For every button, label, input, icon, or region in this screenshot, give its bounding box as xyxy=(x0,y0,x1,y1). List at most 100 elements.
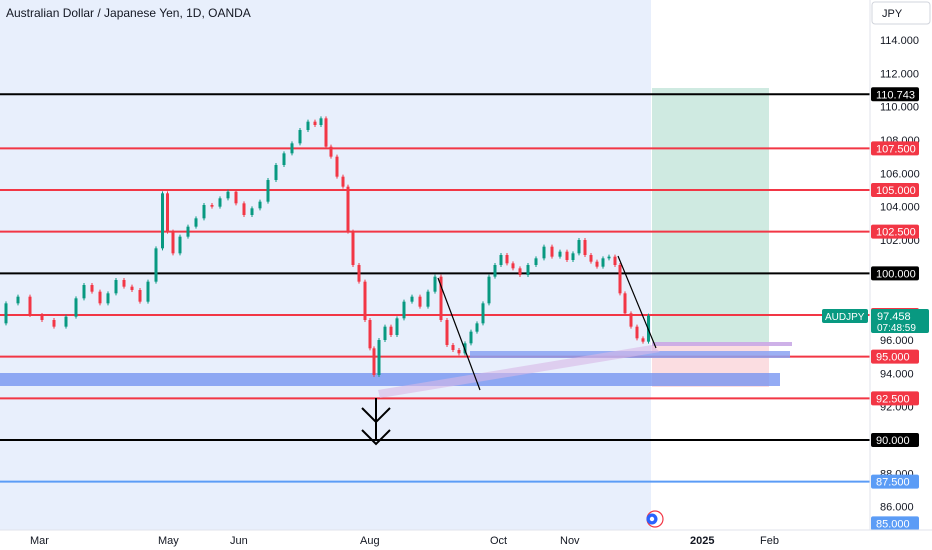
candle-35 xyxy=(290,143,294,154)
currency-button[interactable] xyxy=(871,1,931,25)
level-badge-9 xyxy=(871,474,919,489)
candle-69 xyxy=(499,255,503,265)
y-tick-7: 96.000 xyxy=(880,335,914,347)
candle-3 xyxy=(28,296,32,315)
candle-11 xyxy=(106,293,110,304)
candle-62 xyxy=(457,350,461,354)
candle-24 xyxy=(202,205,206,219)
candle-88 xyxy=(623,293,627,314)
candle-41 xyxy=(329,146,333,157)
countdown-label: 07:48:59 xyxy=(877,323,916,334)
candle-87 xyxy=(618,265,622,294)
x-tick-6: 2025 xyxy=(690,535,714,547)
candle-37 xyxy=(306,121,310,130)
candle-85 xyxy=(607,256,611,259)
candle-5 xyxy=(52,320,56,327)
candle-56 xyxy=(418,296,422,307)
candle-44 xyxy=(346,186,350,232)
y-tick-8: 94.000 xyxy=(880,368,914,380)
level-badge-label-4: 100.000 xyxy=(876,268,916,280)
candle-30 xyxy=(250,208,254,215)
candle-64 xyxy=(469,331,473,344)
y-tick-5: 104.000 xyxy=(880,202,920,214)
candle-72 xyxy=(518,268,522,275)
entry-zone xyxy=(652,342,792,346)
candle-7 xyxy=(74,298,78,317)
candle-32 xyxy=(266,180,270,202)
level-badge-3 xyxy=(871,224,919,239)
candle-22 xyxy=(186,226,190,237)
candle-20 xyxy=(171,231,175,254)
target-arrow-head-1 xyxy=(361,407,391,424)
trendline-2 xyxy=(617,255,657,349)
trend-channel xyxy=(378,345,660,398)
level-badge-1 xyxy=(871,141,919,156)
highlight-band xyxy=(0,0,651,530)
y-tick-0: 114.000 xyxy=(880,35,919,47)
candle-4 xyxy=(40,315,44,320)
candle-70 xyxy=(505,255,509,264)
y-tick-1: 112.000 xyxy=(880,68,919,80)
symbol-badge xyxy=(822,309,868,323)
candle-45 xyxy=(351,231,355,265)
candle-38 xyxy=(313,121,317,125)
candle-36 xyxy=(298,130,302,144)
candle-8 xyxy=(82,285,86,299)
x-tick-2: Jun xyxy=(230,535,248,547)
y-tick-2: 110.000 xyxy=(880,102,919,114)
candle-23 xyxy=(194,218,198,227)
candle-16 xyxy=(146,281,150,302)
candle-10 xyxy=(98,291,102,304)
x-ticks: Mar May Jun Aug Oct Nov 2025 Feb xyxy=(30,535,779,547)
target-arrow-head-2 xyxy=(361,429,391,446)
level-badge-label-2: 105.000 xyxy=(876,185,916,197)
candle-14 xyxy=(130,286,134,290)
candle-40 xyxy=(324,118,328,147)
symbol-label: AUDJPY xyxy=(825,312,865,323)
candle-66 xyxy=(481,303,485,324)
candle-34 xyxy=(282,153,286,165)
candle-78 xyxy=(565,251,569,260)
level-badge-label-0: 110.743 xyxy=(876,89,915,101)
level-badge-label-3: 102.500 xyxy=(876,227,916,239)
candle-50 xyxy=(377,340,381,375)
candle-73 xyxy=(526,265,530,275)
currency-label: JPY xyxy=(882,8,903,20)
candle-83 xyxy=(595,261,599,267)
trendline-1 xyxy=(437,277,481,391)
candle-25 xyxy=(210,205,214,207)
candle-54 xyxy=(402,301,406,319)
demand-zone-large xyxy=(0,373,780,386)
candle-46 xyxy=(357,265,361,282)
candle-75 xyxy=(542,246,546,259)
candle-33 xyxy=(274,165,278,180)
last-price-badge xyxy=(871,309,929,333)
candle-42 xyxy=(335,156,339,177)
candle-39 xyxy=(319,118,323,125)
candle-52 xyxy=(389,326,393,335)
candle-31 xyxy=(258,201,262,209)
x-tick-3: Aug xyxy=(360,535,380,547)
candle-68 xyxy=(493,265,497,277)
event-icon[interactable] xyxy=(646,510,664,528)
candle-27 xyxy=(226,191,230,199)
candle-6 xyxy=(64,316,68,327)
candle-9 xyxy=(90,285,94,292)
candle-43 xyxy=(341,176,345,187)
candle-76 xyxy=(550,246,554,257)
level-badge-7 xyxy=(871,391,919,406)
y-tick-11: 86.000 xyxy=(880,502,914,514)
level-badge-label-10: 85.000 xyxy=(876,518,910,530)
chart-title: Australian Dollar / Japanese Yen, 1D, OA… xyxy=(6,6,251,20)
candle-86 xyxy=(613,256,617,265)
price-series xyxy=(4,116,650,377)
candle-80 xyxy=(577,240,581,254)
level-badge-6 xyxy=(871,349,919,364)
candle-71 xyxy=(511,263,515,269)
candle-60 xyxy=(445,320,449,345)
level-badge-label-9: 87.500 xyxy=(876,477,910,489)
level-badge-label-1: 107.500 xyxy=(876,143,916,155)
x-tick-7: Feb xyxy=(760,535,779,547)
